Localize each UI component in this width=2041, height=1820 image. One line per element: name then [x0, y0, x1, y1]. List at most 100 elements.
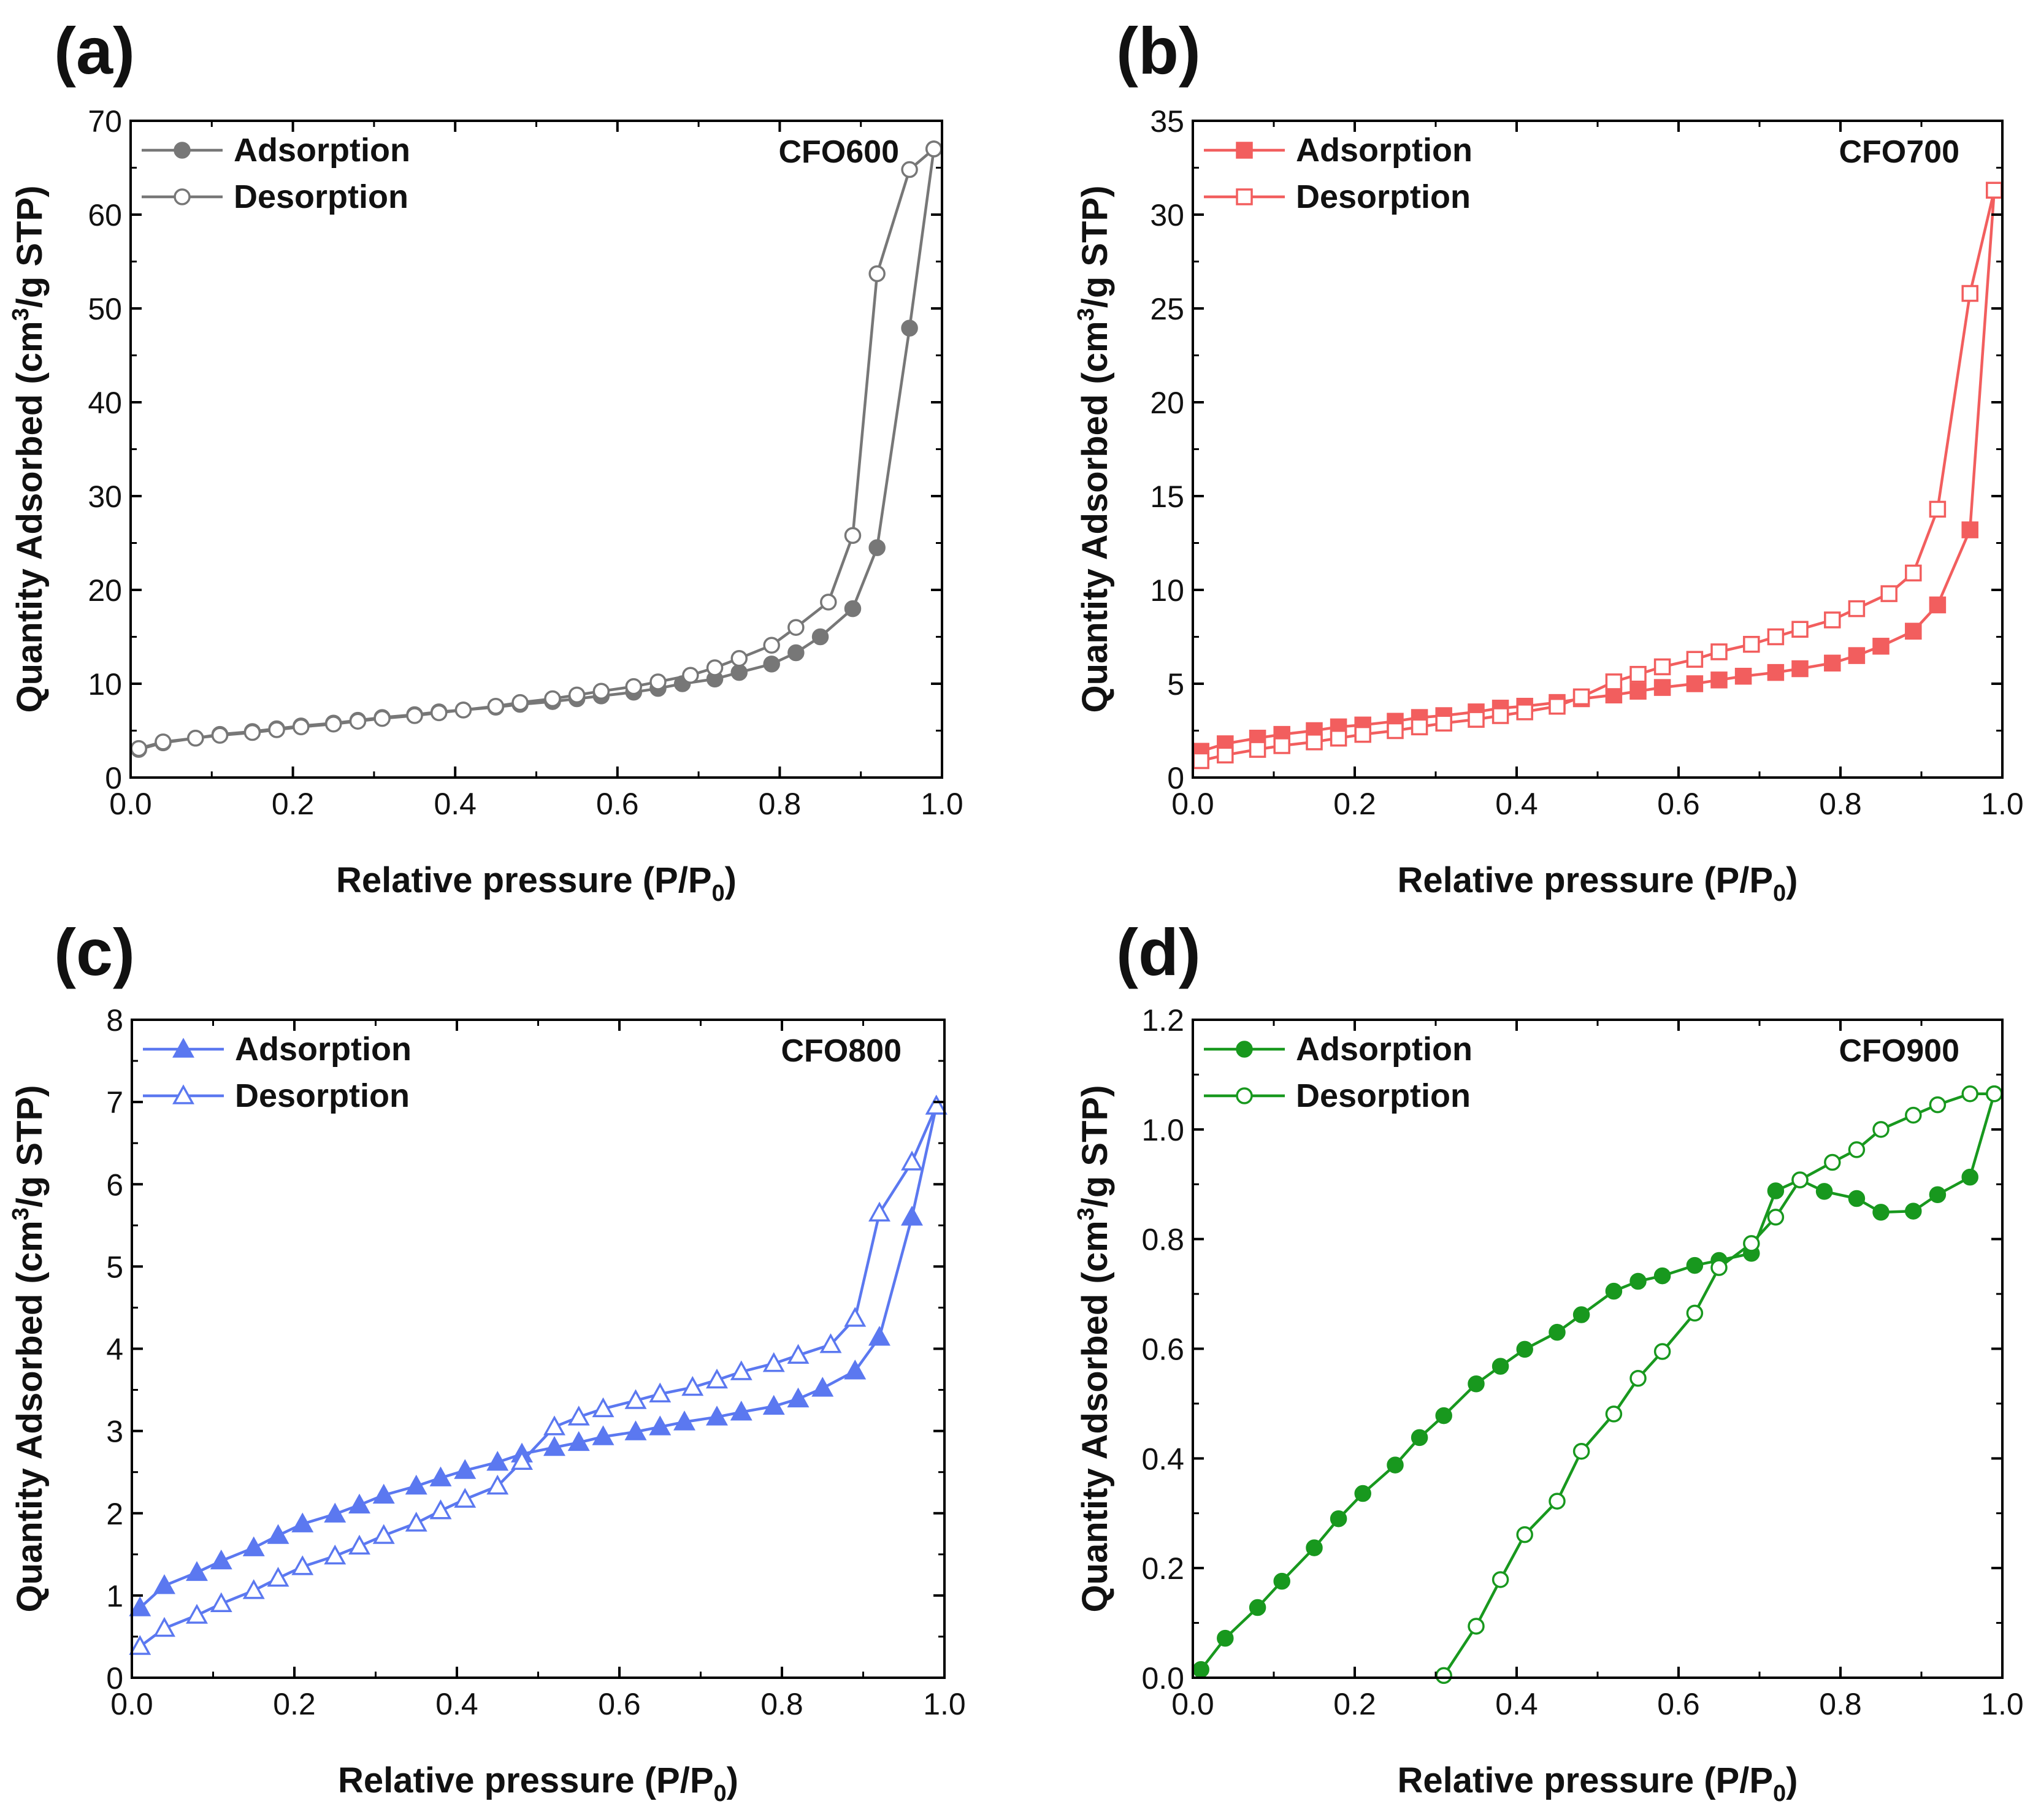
- x-axis-label: Relative pressure (P/P0): [1398, 1761, 1798, 1807]
- data-point-adsorption: [1824, 654, 1841, 672]
- data-point-adsorption: [1767, 1182, 1785, 1199]
- data-point-desorption: [1629, 665, 1647, 683]
- data-point-desorption: [454, 702, 472, 719]
- data-point-adsorption: [1961, 1168, 1978, 1186]
- y-tick-label: 60: [88, 198, 122, 232]
- data-point-desorption: [405, 1512, 427, 1532]
- data-point-desorption: [211, 727, 229, 744]
- plot-frame: [1192, 120, 2004, 779]
- x-tick-label: 0.4: [1495, 787, 1538, 821]
- data-point-adsorption: [1306, 1539, 1323, 1556]
- data-point-desorption: [153, 1616, 175, 1637]
- x-tick-label: 0.4: [435, 1687, 478, 1721]
- data-point-desorption: [1605, 673, 1623, 690]
- data-point-desorption: [868, 265, 886, 283]
- data-point-adsorption: [1605, 1282, 1623, 1300]
- data-point-adsorption: [291, 1512, 314, 1532]
- y-tick-label: 6: [106, 1168, 123, 1202]
- y-tick-label: 3: [106, 1415, 123, 1449]
- data-point-desorption: [925, 140, 943, 158]
- y-tick-label: 0.6: [1141, 1332, 1184, 1367]
- data-point-desorption: [1848, 1141, 1866, 1158]
- panel-label: (d): [1116, 915, 1201, 989]
- data-point-desorption: [1516, 1526, 1533, 1543]
- x-tick-label: 0.2: [273, 1687, 316, 1721]
- legend: Adsorption Desorption: [142, 132, 410, 215]
- data-point-adsorption: [592, 1425, 615, 1445]
- data-point-desorption: [901, 161, 918, 178]
- chart-panel-4: (d) 0.0 0.2 0.4 0.6 0.8 1.0 0.0 0.2 0.4 0.6 0.8 1.0 1…: [1073, 915, 2024, 1807]
- data-point-desorption: [1411, 718, 1428, 736]
- plot-frame: [1192, 1019, 2004, 1679]
- data-point-adsorption: [1929, 1186, 1947, 1203]
- series-line-adsorption: [138, 148, 936, 751]
- data-point-adsorption: [1629, 1272, 1647, 1290]
- data-point-adsorption: [1516, 1340, 1533, 1358]
- y-tick-label: 25: [1150, 292, 1184, 326]
- panel-label: (b): [1116, 13, 1201, 88]
- x-tick-label: 0.8: [1819, 787, 1862, 821]
- data-point-desorption: [706, 659, 724, 676]
- legend-marker: [1236, 142, 1253, 159]
- legend-marker: [174, 142, 191, 159]
- data-point-desorption: [1767, 1209, 1785, 1226]
- data-point-desorption: [649, 673, 667, 690]
- y-tick-label: 8: [106, 1003, 123, 1038]
- data-point-desorption: [454, 1488, 477, 1508]
- series-line-adsorption: [1200, 1093, 1996, 1670]
- series-line-adsorption: [139, 1106, 938, 1609]
- data-point-adsorption: [730, 663, 748, 681]
- y-axis-label: Quantity Adsorbed (cm3/g STP): [1073, 185, 1115, 713]
- data-point-desorption: [1710, 643, 1728, 660]
- data-point-adsorption: [1387, 1456, 1404, 1474]
- x-tick-label: 0.4: [434, 787, 477, 821]
- x-tick-label: 0.4: [1495, 1687, 1538, 1721]
- legend: Adsorption Desorption: [1204, 132, 1472, 215]
- data-point-adsorption: [486, 1450, 509, 1471]
- y-axis-label: Quantity Adsorbed (cm3/g STP): [8, 1085, 50, 1612]
- data-point-desorption: [1710, 1259, 1728, 1276]
- data-point-desorption: [567, 1405, 590, 1426]
- legend: Adsorption Desorption: [143, 1031, 412, 1114]
- x-tick-label: 0.2: [1333, 1687, 1376, 1721]
- sample-label: CFO700: [1839, 134, 1959, 170]
- data-point-adsorption: [1192, 1661, 1209, 1678]
- sample-label: CFO800: [781, 1033, 902, 1069]
- y-tick-label: 0.0: [1141, 1661, 1184, 1696]
- x-tick-label: 0.6: [1657, 787, 1700, 821]
- x-tick-label: 0.6: [596, 787, 639, 821]
- y-tick-label: 2: [106, 1497, 123, 1531]
- data-point-desorption: [706, 1368, 728, 1389]
- data-point-adsorption: [454, 1459, 477, 1479]
- data-point-desorption: [1468, 1618, 1485, 1635]
- y-tick-label: 30: [1150, 198, 1184, 232]
- data-point-desorption: [429, 1499, 452, 1520]
- x-axis-label: Relative pressure (P/P0): [336, 860, 737, 906]
- data-point-adsorption: [844, 1359, 867, 1380]
- data-point-adsorption: [348, 1493, 370, 1514]
- data-point-desorption: [1686, 1304, 1704, 1322]
- data-point-adsorption: [868, 1326, 890, 1346]
- data-point-adsorption: [811, 1377, 834, 1397]
- y-tick-label: 40: [88, 386, 122, 420]
- legend-marker: [1236, 1087, 1253, 1104]
- data-point-desorption: [1743, 1235, 1760, 1252]
- data-point-desorption: [819, 1333, 842, 1353]
- data-point-desorption: [155, 733, 172, 751]
- legend: Adsorption Desorption: [1204, 1031, 1472, 1114]
- data-point-desorption: [487, 697, 505, 715]
- y-tick-label: 50: [88, 292, 122, 326]
- legend-marker: [174, 188, 191, 205]
- series-line-desorption: [138, 148, 935, 750]
- data-point-desorption: [682, 667, 699, 684]
- data-point-desorption: [625, 678, 643, 695]
- data-point-desorption: [1986, 1085, 2003, 1103]
- data-point-desorption: [1961, 1085, 1978, 1103]
- y-tick-label: 70: [88, 104, 122, 139]
- chart-panel-3: (c) 0.0 0.2 0.4 0.6 0.8 1.0 0 1 2 3 4 5 6 7 8 Relative p…: [8, 915, 966, 1807]
- data-point-desorption: [763, 637, 780, 654]
- data-point-desorption: [868, 1201, 890, 1222]
- data-point-adsorption: [1686, 1256, 1704, 1274]
- x-tick-label: 1.0: [921, 787, 963, 821]
- legend-label-adsorption: Adsorption: [1296, 132, 1472, 169]
